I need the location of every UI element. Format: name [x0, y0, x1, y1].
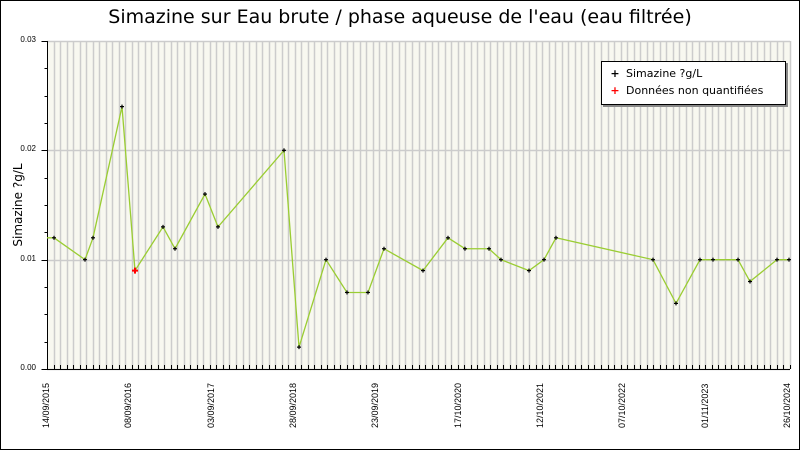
x-tick-label: 17/10/2020	[452, 382, 463, 428]
legend-marker-icon: +	[610, 67, 620, 80]
x-tick-label: 03/09/2017	[205, 382, 216, 428]
x-tick-label: 12/10/2021	[535, 382, 545, 428]
x-tick-label: 28/09/2018	[288, 382, 298, 428]
chart-title: Simazine sur Eau brute / phase aqueuse d…	[108, 6, 692, 28]
y-tick-label: 0.02	[20, 144, 36, 154]
x-tick-label: 07/10/2022	[617, 382, 628, 428]
y-tick-label: 0.03	[20, 35, 36, 44]
legend-item-non-quantified: + Données non quantifiées	[610, 84, 764, 97]
legend: + Simazine ?g/L + Données non quantifiées	[601, 61, 786, 105]
legend-marker-red-icon: +	[610, 84, 620, 97]
x-tick-label: 08/09/2016	[123, 382, 134, 428]
y-tick-label: 0.00	[20, 363, 36, 372]
legend-item-simazine: + Simazine ?g/L	[610, 67, 703, 80]
x-tick-label: 14/09/2015	[41, 382, 51, 428]
x-tick-label: 26/10/2024	[782, 382, 792, 428]
y-tick-label: 0.01	[20, 253, 36, 263]
x-tick-label: 23/09/2019	[370, 382, 381, 428]
x-tick-label: 01/11/2023	[699, 383, 710, 428]
